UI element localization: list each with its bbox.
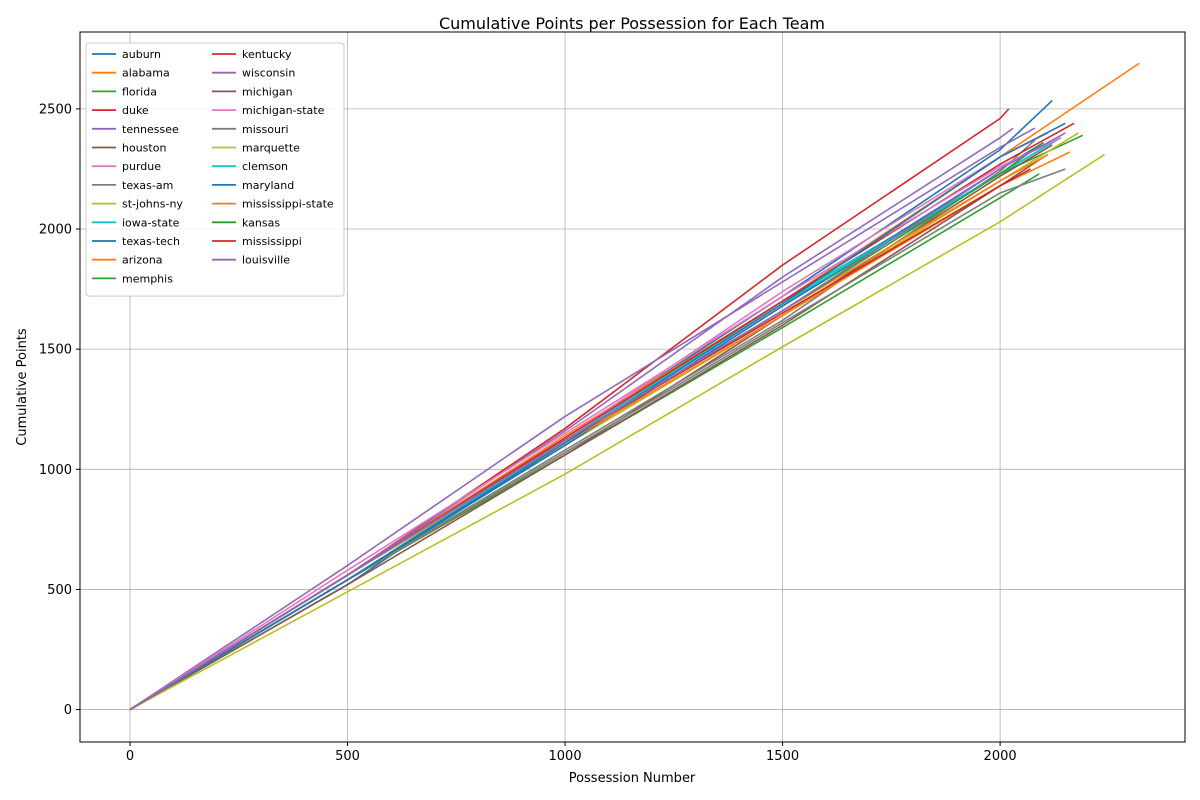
legend-label: mississippi (242, 235, 302, 248)
legend-label: alabama (122, 67, 170, 80)
legend-label: st-johns-ny (122, 198, 183, 211)
x-tick-label: 1000 (549, 749, 582, 764)
legend-label: tennessee (122, 123, 179, 136)
x-tick-label: 0 (126, 749, 134, 764)
legend-label: texas-tech (122, 235, 180, 248)
legend-label: clemson (242, 160, 288, 173)
legend-label: auburn (122, 48, 161, 61)
legend: auburn alabama florida duke tennessee houston… (85, 42, 345, 297)
legend-label: maryland (242, 179, 294, 192)
legend-label: missouri (242, 123, 289, 136)
x-axis-label: Possession Number (569, 771, 696, 786)
y-tick-label: 2500 (39, 102, 72, 117)
y-tick-label: 0 (64, 703, 72, 718)
legend-label: arizona (122, 254, 163, 267)
legend-label: mississippi-state (242, 198, 334, 211)
series-line-tennessee (129, 127, 1036, 711)
legend-box (85, 42, 345, 297)
legend-label: texas-am (122, 179, 173, 192)
legend-label: michigan (242, 85, 293, 98)
legend-label: houston (122, 142, 166, 155)
legend-label: purdue (122, 160, 161, 173)
series-line-michigan-state (129, 136, 1062, 711)
y-axis-label: Cumulative Points (15, 328, 30, 446)
chart-title: Cumulative Points per Possession for Eac… (439, 14, 825, 33)
x-tick-label: 1500 (766, 749, 799, 764)
series-line-marquette (129, 153, 1105, 711)
plot-frame (79, 31, 1186, 743)
legend-label: marquette (242, 142, 300, 155)
x-tick-label: 500 (335, 749, 360, 764)
x-tick-label: 2000 (984, 749, 1017, 764)
legend-label: memphis (122, 272, 173, 285)
legend-label: duke (122, 104, 149, 117)
y-tick-label: 500 (47, 583, 72, 598)
series-line-louisville (129, 132, 1066, 711)
legend-label: kansas (242, 216, 280, 229)
legend-label: kentucky (242, 48, 292, 61)
legend-label: florida (122, 85, 157, 98)
y-tick-label: 2000 (39, 223, 72, 238)
tick-layer: 0 500 1000 1500 2000 0 500 1000 1500 2000 2500 (39, 102, 1017, 764)
legend-label: michigan-state (242, 104, 325, 117)
legend-label: louisville (242, 254, 290, 267)
series-layer (129, 62, 1140, 711)
y-tick-label: 1000 (39, 463, 72, 478)
y-tick-label: 1500 (39, 343, 72, 358)
series-line-maryland (129, 122, 1066, 711)
legend-label: iowa-state (122, 216, 180, 229)
legend-label: wisconsin (242, 67, 295, 80)
